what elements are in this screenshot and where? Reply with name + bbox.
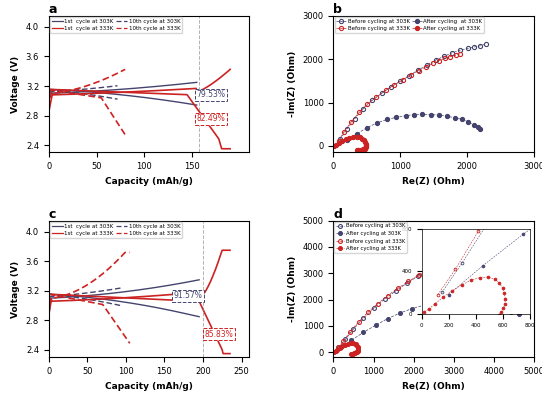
Legend: Before cycling at 303K, Before cycling at 333K, After cycling  at 303K, After cy: Before cycling at 303K, Before cycling a… <box>334 17 484 33</box>
Text: a: a <box>49 3 57 16</box>
Legend: 1st  cycle at 303K, 1st  cycle at 333K, 10th cycle at 303K, 10th cycle at 333K: 1st cycle at 303K, 1st cycle at 333K, 10… <box>50 17 182 33</box>
Y-axis label: -Im(Z) (Ohm): -Im(Z) (Ohm) <box>288 51 297 117</box>
X-axis label: Capacity (mAh/g): Capacity (mAh/g) <box>105 382 193 391</box>
Text: 91.57%: 91.57% <box>173 291 203 300</box>
Text: 85.83%: 85.83% <box>204 330 233 339</box>
Legend: Before cycling at 303K, After cycling at 303K, Before cycling at 333K, After cyc: Before cycling at 303K, After cycling at… <box>334 222 406 253</box>
X-axis label: Capacity (mAh/g): Capacity (mAh/g) <box>105 177 193 186</box>
Text: 82.49%: 82.49% <box>197 114 225 123</box>
Legend: 1st  cycle at 303K, 1st  cycle at 333K, 10th cycle at 303K, 10th cycle at 333K: 1st cycle at 303K, 1st cycle at 333K, 10… <box>50 222 182 238</box>
Text: 79.53%: 79.53% <box>197 90 225 99</box>
Y-axis label: Voltage (V): Voltage (V) <box>11 56 20 113</box>
Text: d: d <box>333 208 343 221</box>
Text: b: b <box>333 3 343 16</box>
Y-axis label: -Im(Z) (Ohm): -Im(Z) (Ohm) <box>288 256 297 322</box>
X-axis label: Re(Z) (Ohm): Re(Z) (Ohm) <box>402 382 465 391</box>
X-axis label: Re(Z) (Ohm): Re(Z) (Ohm) <box>402 177 465 186</box>
Y-axis label: Voltage (V): Voltage (V) <box>11 260 20 318</box>
Text: c: c <box>49 208 56 221</box>
